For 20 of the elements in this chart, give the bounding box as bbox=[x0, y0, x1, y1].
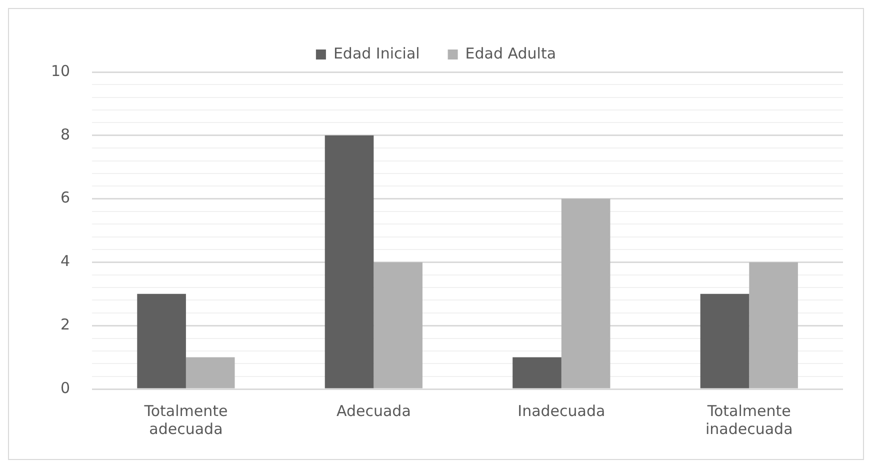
legend-label: Edad Inicial bbox=[333, 44, 420, 62]
x-tick-label: Totalmente adecuada bbox=[143, 402, 228, 438]
bar bbox=[186, 357, 235, 388]
x-tick-label: Totalmente inadecuada bbox=[705, 402, 793, 438]
y-tick-label: 2 bbox=[60, 315, 70, 334]
y-tick-label: 4 bbox=[60, 252, 70, 270]
bar bbox=[700, 294, 750, 388]
y-tick-label: 8 bbox=[60, 125, 70, 144]
y-tick-label: 10 bbox=[50, 62, 70, 80]
y-tick-label: 6 bbox=[60, 188, 70, 207]
bar bbox=[749, 262, 798, 388]
x-tick-label: Inadecuada bbox=[518, 402, 606, 420]
y-tick-label: 0 bbox=[60, 378, 70, 397]
bar bbox=[137, 294, 186, 388]
x-tick-label: Adecuada bbox=[336, 402, 411, 420]
bar bbox=[561, 198, 610, 388]
bar bbox=[374, 262, 422, 388]
bar bbox=[512, 357, 562, 388]
legend-label: Edad Adulta bbox=[465, 44, 556, 62]
bar bbox=[324, 135, 374, 388]
